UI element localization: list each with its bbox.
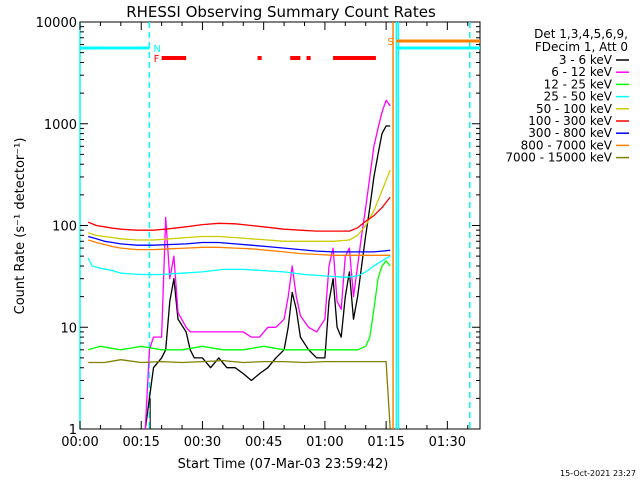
- x-tick-label: 01:00: [306, 435, 343, 450]
- series-line: [87, 169, 391, 242]
- footer-timestamp: 15-Oct-2021 23:27: [560, 469, 636, 478]
- x-tick-label: 01:30: [429, 435, 466, 450]
- legend-entry-label: 7000 - 15000 keV: [505, 151, 612, 165]
- legend-entry-label: 25 - 50 keV: [544, 90, 613, 104]
- x-tick-label: 00:15: [122, 435, 159, 450]
- state-bar-label: F: [154, 54, 160, 65]
- x-tick-label: 00:45: [245, 435, 282, 450]
- legend-entry-label: 50 - 100 keV: [536, 102, 613, 116]
- series-line: [88, 235, 391, 253]
- series-line: [144, 99, 391, 430]
- legend-entry-label: 800 - 7000 keV: [521, 138, 613, 152]
- legend-header-line-1: Det 1,3,4,5,6,9,: [534, 27, 628, 41]
- series-line: [88, 239, 391, 256]
- plot-area: FN S: [79, 21, 481, 430]
- series-line: [88, 359, 391, 430]
- legend-header-line-2: FDecim 1, Att 0: [535, 40, 628, 54]
- y-axis-label: Count Rate (s⁻¹ detector⁻¹): [13, 138, 28, 315]
- x-axis: 00:00 00:15 00:30 00:45 01:00 01:15 01:30: [61, 22, 469, 450]
- chart-title: RHESSI Observing Summary Count Rates: [126, 3, 436, 21]
- state-bar-label: S: [387, 37, 393, 48]
- legend-entry-label: 100 - 300 keV: [528, 114, 612, 128]
- y-tick-label: 10: [60, 321, 77, 336]
- series-line: [88, 260, 391, 351]
- y-axis: 1 10 100 1000 10000: [36, 16, 480, 438]
- series-line: [87, 196, 391, 232]
- state-bar-label: N: [153, 44, 160, 55]
- y-tick-label: 1: [69, 423, 77, 438]
- x-axis-label: Start Time (07-Mar-03 23:59:42): [178, 457, 389, 472]
- series-line: [87, 255, 391, 278]
- legend: Det 1,3,4,5,6,9, FDecim 1, Att 0 3 - 6 k…: [505, 27, 629, 165]
- legend-entry-label: 300 - 800 keV: [528, 126, 612, 140]
- series-line: [144, 125, 391, 430]
- x-tick-label: 00:30: [184, 435, 221, 450]
- x-tick-label: 01:15: [367, 435, 404, 450]
- x-tick-label: 00:00: [61, 435, 98, 450]
- legend-entry-label: 6 - 12 keV: [551, 65, 613, 79]
- y-tick-label: 1000: [44, 118, 77, 133]
- y-tick-label: 100: [52, 220, 77, 235]
- legend-entry-label: 12 - 25 keV: [544, 77, 613, 91]
- y-tick-label: 10000: [36, 16, 77, 31]
- legend-entry-label: 3 - 6 keV: [559, 53, 613, 67]
